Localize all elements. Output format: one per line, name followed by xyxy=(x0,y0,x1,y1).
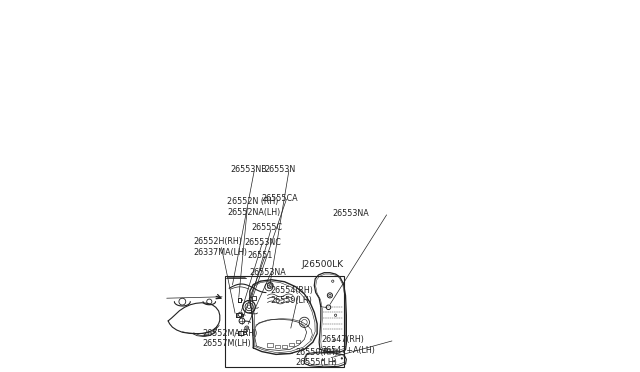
Text: 26553NC: 26553NC xyxy=(244,237,282,247)
Text: 26553NA: 26553NA xyxy=(333,209,369,218)
Circle shape xyxy=(341,357,342,359)
Text: 26553N: 26553N xyxy=(264,166,295,174)
Text: 26550(RH)
26555(LH): 26550(RH) 26555(LH) xyxy=(296,347,339,367)
Text: 26552H(RH)
26337MA(LH): 26552H(RH) 26337MA(LH) xyxy=(194,237,248,257)
Bar xyxy=(282,344,287,348)
Text: 26553NA: 26553NA xyxy=(249,267,286,277)
Text: 26551: 26551 xyxy=(248,251,273,260)
Text: 26554(RH)
26559(LH): 26554(RH) 26559(LH) xyxy=(270,286,313,305)
Text: J26500LK: J26500LK xyxy=(301,260,344,269)
Text: 26555CA: 26555CA xyxy=(262,194,298,203)
Text: 26552N (RH)
26552NA(LH): 26552N (RH) 26552NA(LH) xyxy=(227,197,280,217)
Bar xyxy=(225,276,344,367)
Text: 26547(RH)
26547+A(LH): 26547(RH) 26547+A(LH) xyxy=(321,335,375,355)
Circle shape xyxy=(333,360,335,362)
Text: 26552MA(RH)
26557M(LH): 26552MA(RH) 26557M(LH) xyxy=(202,329,257,348)
Text: 26555C: 26555C xyxy=(252,223,283,232)
Text: 26553NB: 26553NB xyxy=(230,166,268,174)
Bar xyxy=(289,343,294,346)
Bar xyxy=(296,340,300,343)
Bar xyxy=(275,344,280,348)
Bar xyxy=(267,343,273,347)
Circle shape xyxy=(322,359,324,361)
